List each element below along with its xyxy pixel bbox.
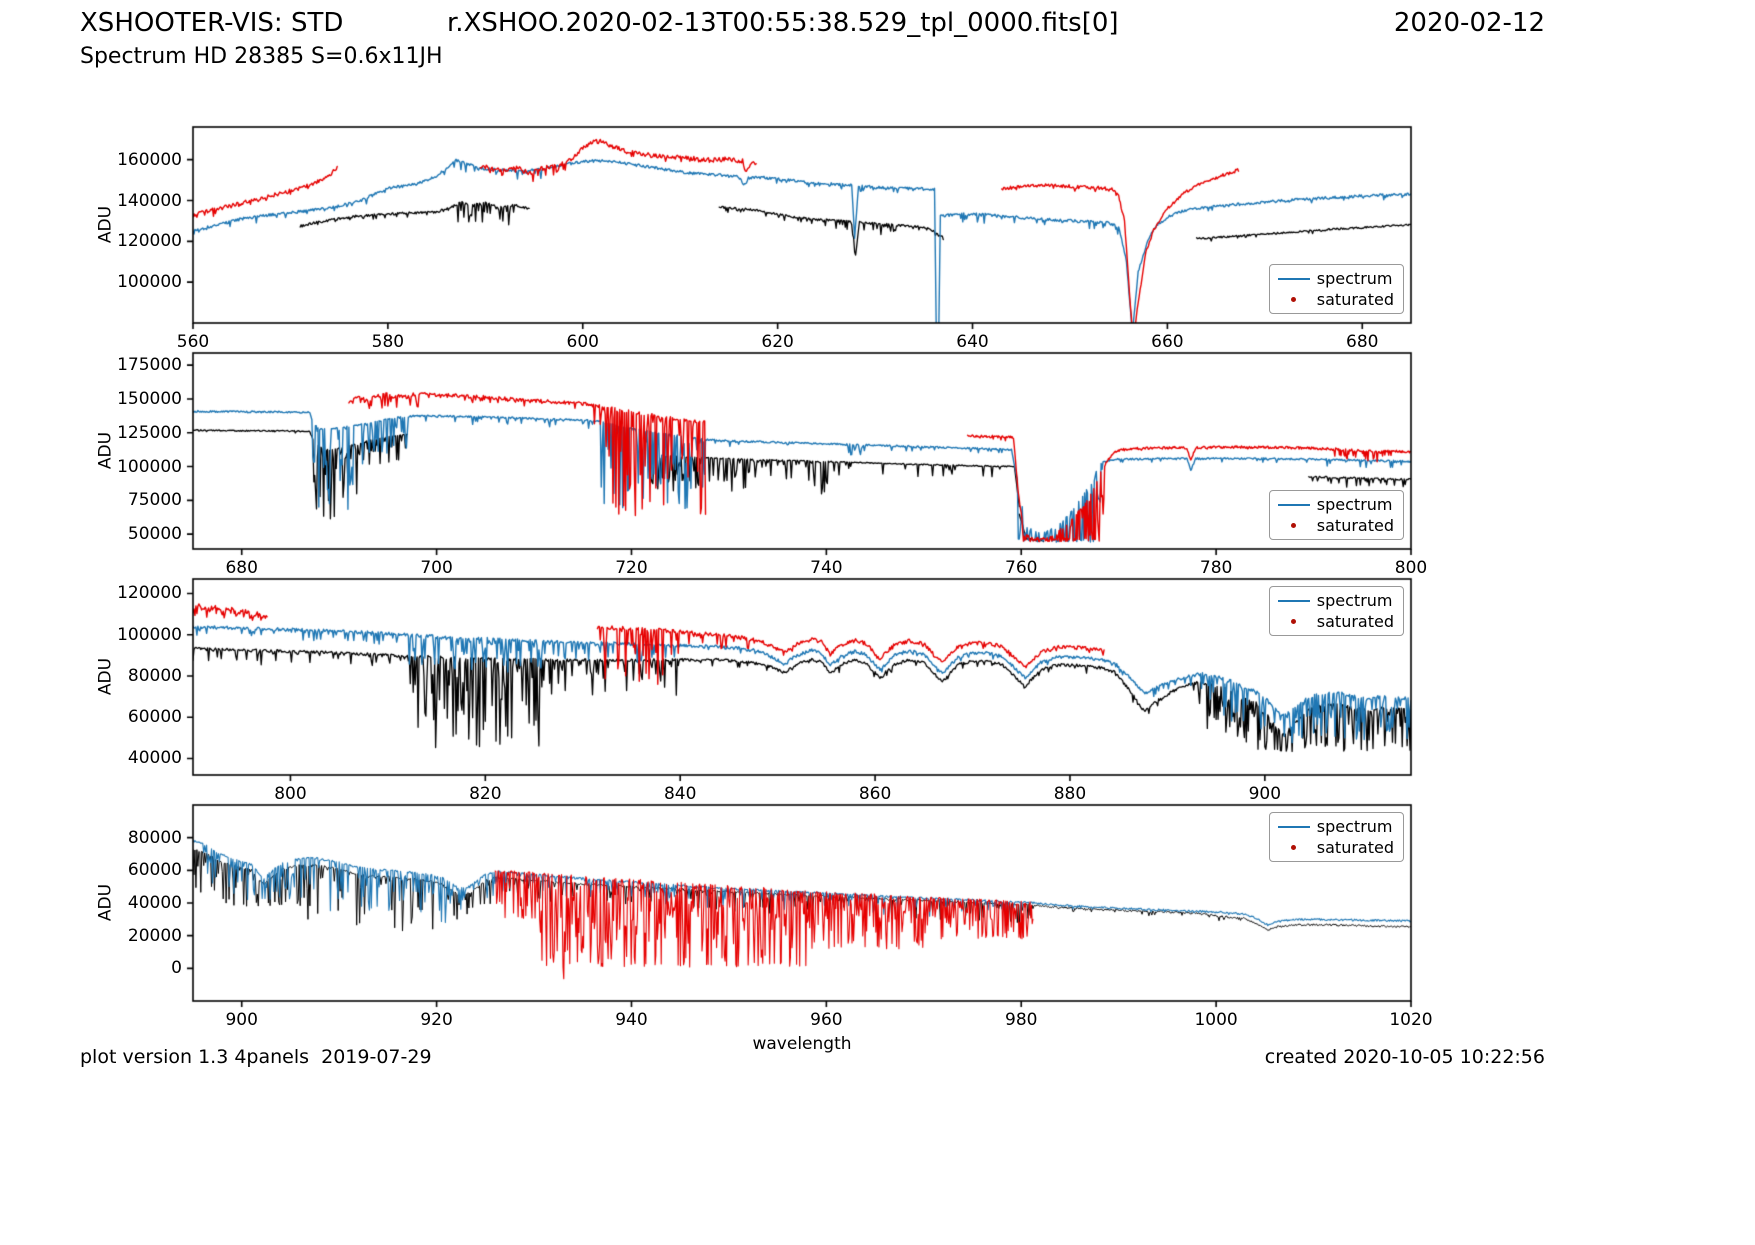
legend-label: saturated [1316,516,1394,535]
x-tick-label: 980 [1005,1010,1038,1030]
legend-panel-4: spectrum saturated [1268,812,1404,862]
legend-swatch [1277,523,1311,528]
y-tick-label: 175000 [117,355,182,376]
y-axis-label: ADU [95,205,116,244]
saturated-dot-icon [1291,845,1297,850]
legend-label: spectrum [1316,495,1393,514]
x-tick-label: 1000 [1194,1010,1238,1030]
legend-label: saturated [1316,612,1394,631]
legend-item-spectrum: spectrum [1277,590,1394,611]
saturated-dot-icon [1291,523,1297,528]
y-tick-label: 75000 [127,490,182,511]
legend-item-saturated: saturated [1277,837,1394,858]
legend-item-saturated: saturated [1277,515,1394,536]
legend-item-spectrum: spectrum [1277,268,1394,289]
legend-swatch [1277,825,1311,828]
spectrum-panel-3-canvas [183,569,1421,785]
y-tick-label: 60000 [127,707,182,728]
legend-label: saturated [1316,290,1394,309]
y-tick-label: 125000 [117,422,182,443]
header-subtitle: Spectrum HD 28385 S=0.6x11JH [80,44,443,69]
page-title: XSHOOTER-VIS: STD [80,8,344,38]
y-tick-label: 60000 [127,860,182,881]
y-tick-label: 140000 [117,190,182,211]
legend-label: spectrum [1316,817,1393,836]
legend-label: spectrum [1316,269,1393,288]
spectrum-panel-4-canvas [183,795,1421,1011]
x-tick-label: 900 [225,1010,258,1030]
y-tick-label: 80000 [127,827,182,848]
legend-label: spectrum [1316,591,1393,610]
x-axis-label: wavelength [752,1034,852,1054]
legend-panel-1: spectrum saturated [1268,264,1404,314]
saturated-dot-icon [1291,619,1297,624]
x-tick-label: 960 [810,1010,843,1030]
legend-label: saturated [1316,838,1394,857]
x-tick-label: 940 [615,1010,648,1030]
legend-item-spectrum: spectrum [1277,816,1394,837]
spectrum-line-swatch [1277,503,1310,506]
y-axis-label: ADU [95,657,116,696]
legend-item-spectrum: spectrum [1277,494,1394,515]
spectrum-line-swatch [1277,599,1310,602]
spectrum-panel-1-canvas [183,117,1421,333]
y-tick-label: 40000 [127,748,182,769]
legend-panel-3: spectrum saturated [1268,586,1404,636]
legend-swatch [1277,277,1311,280]
legend-swatch [1277,619,1311,624]
spectrum-panel-2-canvas [183,343,1421,559]
y-tick-label: 50000 [127,524,182,545]
legend-swatch [1277,599,1311,602]
y-tick-label: 100000 [117,272,182,293]
legend-item-saturated: saturated [1277,289,1394,310]
legend-panel-2: spectrum saturated [1268,490,1404,540]
y-tick-label: 160000 [117,149,182,170]
y-tick-label: 100000 [117,624,182,645]
y-tick-label: 120000 [117,231,182,252]
spectrum-line-swatch [1277,277,1310,280]
x-tick-label: 1020 [1389,1010,1433,1030]
footer-version: plot version 1.3 4panels 2019-07-29 [80,1046,432,1068]
footer-created: created 2020-10-05 10:22:56 [1264,1046,1545,1068]
spectrum-line-swatch [1277,825,1310,828]
y-axis-label: ADU [95,431,116,470]
legend-item-saturated: saturated [1277,611,1394,632]
y-tick-label: 20000 [127,925,182,946]
y-tick-label: 150000 [117,388,182,409]
legend-swatch [1277,503,1311,506]
y-tick-label: 100000 [117,456,182,477]
y-tick-label: 40000 [127,893,182,913]
legend-swatch [1277,297,1311,302]
x-tick-label: 920 [420,1010,453,1030]
header-filename: r.XSHOO.2020-02-13T00:55:38.529_tpl_0000… [447,8,1119,38]
y-tick-label: 0 [171,958,182,979]
legend-swatch [1277,845,1311,850]
y-axis-label: ADU [95,883,116,922]
y-tick-label: 80000 [127,665,182,686]
header-date: 2020-02-12 [1393,8,1545,38]
y-tick-label: 120000 [117,583,182,604]
saturated-dot-icon [1291,297,1297,302]
